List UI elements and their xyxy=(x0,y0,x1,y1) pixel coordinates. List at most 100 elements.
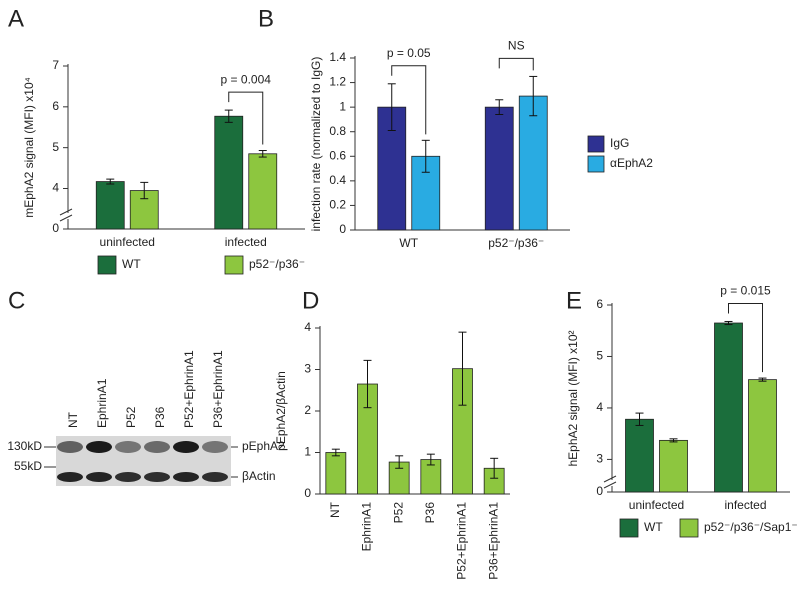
error-bar xyxy=(331,448,340,457)
y-tick-label: 6 xyxy=(52,99,59,113)
error-bar xyxy=(395,455,404,469)
y-tick-label: 3 xyxy=(304,362,311,376)
y-tick-label: 3 xyxy=(596,452,603,466)
bar xyxy=(714,322,743,493)
blot-band xyxy=(144,441,170,453)
legend-swatch xyxy=(679,518,699,538)
blot-band xyxy=(57,441,83,453)
error-bar xyxy=(224,109,233,123)
x-tick-label: P52 xyxy=(391,502,405,524)
marker-label: 55kD xyxy=(14,459,42,473)
x-tick-label: WT xyxy=(399,236,418,250)
annotation: NS xyxy=(508,39,525,53)
error-bar xyxy=(363,359,372,409)
lane-label: EphrinA1 xyxy=(95,378,109,428)
legend-swatch xyxy=(97,255,117,275)
lane-label: P36 xyxy=(153,406,167,428)
error-bar xyxy=(458,331,467,406)
legend-label: IgG xyxy=(610,136,629,150)
blot-band xyxy=(57,472,83,482)
blot-band xyxy=(115,441,141,453)
y-axis-label: hEphA2 signal (MFI) x10² xyxy=(566,330,580,466)
error-bar xyxy=(140,181,149,200)
y-axis-label: infection rate (normalized to IgG) xyxy=(309,57,323,232)
y-tick-label: 0 xyxy=(339,222,346,236)
x-tick-label: uninfected xyxy=(100,235,155,249)
y-tick-label: 1.4 xyxy=(329,50,346,64)
error-bar xyxy=(758,377,767,382)
panel-letter: D xyxy=(302,287,319,314)
error-bar xyxy=(495,99,504,116)
axis-break-gap xyxy=(60,213,76,219)
significance-bracket xyxy=(228,91,264,145)
y-tick-label: 6 xyxy=(596,297,603,311)
blot-membrane xyxy=(56,436,231,486)
x-tick-label: P36 xyxy=(423,502,437,524)
axis-break-gap xyxy=(604,480,620,486)
y-tick-label: 1 xyxy=(339,99,346,113)
y-tick-label: 2 xyxy=(304,403,311,417)
significance-bracket xyxy=(391,65,427,135)
blot-band xyxy=(202,472,228,482)
legend-label: p52⁻/p36⁻/Sap1⁻ xyxy=(704,520,798,534)
y-tick-label: 0.8 xyxy=(329,124,346,138)
y-tick-label: 0.2 xyxy=(329,198,346,212)
lane-label: P36+EphrinA1 xyxy=(211,350,225,428)
axis-break xyxy=(59,214,73,222)
legend-swatch xyxy=(587,135,605,153)
bar xyxy=(748,379,777,493)
axis-break xyxy=(603,481,617,489)
annotation: p = 0.05 xyxy=(387,46,431,60)
bar xyxy=(659,439,688,493)
blot-band xyxy=(115,472,141,482)
y-tick-label: 4 xyxy=(596,400,603,414)
bar xyxy=(95,181,125,230)
lane-label: P52+EphrinA1 xyxy=(182,350,196,428)
error-bar xyxy=(529,75,538,117)
error-bar xyxy=(421,139,430,173)
y-tick-label: 7 xyxy=(52,58,59,72)
error-bar xyxy=(635,412,644,426)
blot-band xyxy=(173,472,199,482)
y-tick-label: 1.2 xyxy=(329,75,346,89)
significance-bracket xyxy=(498,57,534,71)
y-axis-label: mEphA2 signal (MFI) x10⁴ xyxy=(22,77,36,218)
error-bar xyxy=(724,320,733,326)
marker-label: 130kD xyxy=(7,439,42,453)
error-bar xyxy=(258,150,267,158)
legend-swatch xyxy=(587,155,605,173)
annotation: p = 0.015 xyxy=(720,284,771,298)
legend-swatch xyxy=(619,518,639,538)
error-bar xyxy=(669,438,678,443)
bar xyxy=(325,452,347,495)
y-tick-label: 0 xyxy=(596,484,603,498)
band-label: βActin xyxy=(242,469,276,483)
blot-band xyxy=(202,441,228,453)
x-tick-label: infected xyxy=(724,498,766,512)
significance-bracket xyxy=(728,302,763,373)
blot-band xyxy=(86,441,112,453)
y-tick-label: 0.6 xyxy=(329,148,346,162)
x-tick-label: P52+EphrinA1 xyxy=(455,502,469,580)
legend-label: WT xyxy=(644,520,663,534)
legend-label: WT xyxy=(122,257,141,271)
y-tick-label: 0 xyxy=(304,486,311,500)
error-bar xyxy=(387,83,396,131)
y-tick-label: 0 xyxy=(52,221,59,235)
panel-letter: C xyxy=(8,287,25,314)
legend-label: αEphA2 xyxy=(610,156,653,170)
x-tick-label: EphrinA1 xyxy=(360,502,374,552)
blot-band xyxy=(173,441,199,453)
panel-letter: A xyxy=(8,5,24,32)
y-tick-label: 5 xyxy=(52,140,59,154)
lane-label: P52 xyxy=(124,406,138,428)
x-tick-label: P36+EphrinA1 xyxy=(486,502,500,580)
x-tick-label: uninfected xyxy=(629,498,684,512)
y-tick-label: 4 xyxy=(304,320,311,334)
lane-label: NT xyxy=(66,411,80,428)
y-tick-label: 5 xyxy=(596,349,603,363)
y-tick-label: 4 xyxy=(52,181,59,195)
band-label: pEphA2 xyxy=(242,439,285,453)
bar xyxy=(518,95,548,231)
